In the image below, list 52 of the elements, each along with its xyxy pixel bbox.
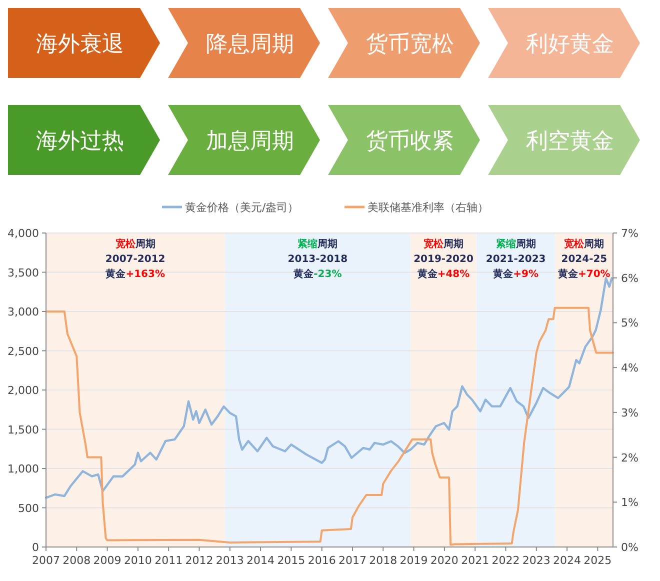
y2-tick-label: 1% xyxy=(621,496,638,510)
y2-tick-label: 6% xyxy=(621,272,638,285)
y-tick-label: 3,000 xyxy=(8,306,39,318)
legend-label: 美联储基准利率（右轴） xyxy=(368,201,488,214)
x-tick-label: 2020 xyxy=(430,554,458,567)
x-tick-label: 2013 xyxy=(216,554,244,567)
text: 加息周期 xyxy=(206,129,294,154)
band-label: 紧缩周期 2021-2023 黄金+9% xyxy=(486,238,546,280)
line-series xyxy=(44,277,613,499)
x-tick-label: 2018 xyxy=(369,554,398,567)
text: 海外衰退 xyxy=(36,32,124,57)
x-tick-label: 2016 xyxy=(308,554,336,567)
y-tick-label: 0 xyxy=(32,541,39,554)
x-tick-label: 2007 xyxy=(32,554,60,567)
x-tick-label: 2010 xyxy=(124,554,152,567)
y-tick-label: 1,500 xyxy=(8,423,39,436)
y-tick-label: 1,000 xyxy=(8,462,39,476)
y2-tick-label: 3% xyxy=(621,406,638,420)
x-tick-label: 2014 xyxy=(246,554,275,567)
y-tick-label: 500 xyxy=(18,502,39,515)
x-tick-label: 2011 xyxy=(154,554,183,567)
text: 海外过热 xyxy=(36,129,124,154)
x-tick-label: 2009 xyxy=(93,554,122,567)
band-label: 宽松周期 2019-2020 黄金+48% xyxy=(414,238,474,280)
x-tick-label: 2012 xyxy=(185,554,214,567)
y2-tick-label: 2% xyxy=(621,451,638,464)
band-label: 宽松周期 2007-2012 黄金+163% xyxy=(104,238,166,280)
y2-tick-label: 0% xyxy=(621,541,638,554)
text: 货币宽松 xyxy=(366,32,454,57)
text: 利空黄金 xyxy=(526,129,614,154)
band-label: 紧缩周期 2013-2018 黄金-23% xyxy=(288,238,348,280)
x-tick-label: 2023 xyxy=(522,554,550,567)
y2-tick-label: 5% xyxy=(621,316,638,330)
legend-label: 黄金价格（美元/盎司） xyxy=(185,201,299,214)
x-tick-label: 2021 xyxy=(461,554,490,567)
text: 降息周期 xyxy=(206,32,294,57)
y-tick-label: 4,000 xyxy=(8,227,39,240)
y2-tick-label: 4% xyxy=(621,362,638,375)
band-label: 宽松周期 2024-25 黄金+70% xyxy=(557,238,610,280)
x-tick-label: 2022 xyxy=(492,554,520,567)
y-tick-label: 2,500 xyxy=(8,344,39,358)
x-tick-label: 2008 xyxy=(62,554,91,567)
y-tick-label: 2,000 xyxy=(8,384,39,397)
y2-tick-label: 7% xyxy=(621,227,638,240)
x-tick-label: 2017 xyxy=(338,554,366,567)
x-tick-label: 2024 xyxy=(553,554,582,567)
x-tick-label: 2025 xyxy=(584,554,612,567)
x-tick-label: 2019 xyxy=(400,554,428,567)
text: 货币收紧 xyxy=(366,129,454,154)
x-tick-label: 2015 xyxy=(277,554,306,567)
y-tick-label: 3,500 xyxy=(8,266,39,280)
text: 利好黄金 xyxy=(526,32,614,57)
